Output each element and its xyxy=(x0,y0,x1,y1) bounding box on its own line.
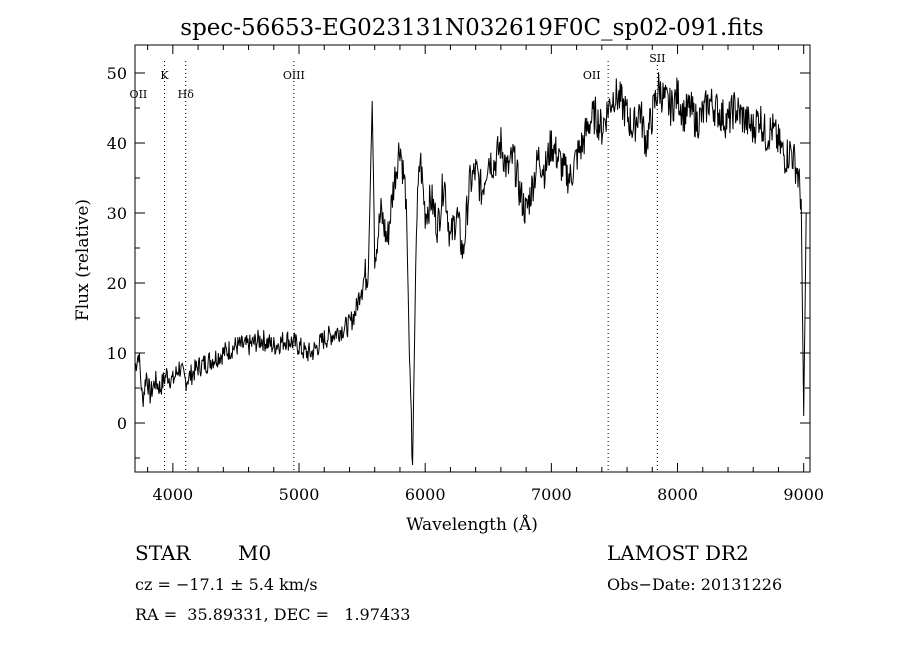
x-tick-label: 4000 xyxy=(152,485,193,504)
redshift-velocity: cz = −17.1 ± 5.4 km/s xyxy=(135,575,318,594)
annotation-label: Hδ xyxy=(178,88,195,101)
survey-label: LAMOST DR2 xyxy=(607,541,749,565)
x-tick-label: 6000 xyxy=(405,485,446,504)
y-tick-label: 0 xyxy=(117,414,127,433)
y-tick-label: 30 xyxy=(107,204,127,223)
observation-date: Obs−Date: 20131226 xyxy=(607,575,783,594)
coordinates: RA = 35.89331, DEC = 1.97433 xyxy=(135,605,411,624)
spectrum-chart: spec-56653-EG023131N032619F0C_sp02-091.f… xyxy=(73,15,824,535)
x-axis-label: Wavelength (Å) xyxy=(406,514,538,535)
x-tick-label: 9000 xyxy=(783,485,824,504)
annotation-label: OIII xyxy=(283,69,305,82)
annotation-label: OII xyxy=(130,88,148,101)
x-tick-label: 8000 xyxy=(657,485,698,504)
class-label: STAR xyxy=(135,541,191,565)
y-tick-label: 50 xyxy=(107,64,127,83)
x-tick-label: 5000 xyxy=(279,485,320,504)
annotation-label: SII xyxy=(649,52,665,65)
chart-title: spec-56653-EG023131N032619F0C_sp02-091.f… xyxy=(180,15,763,41)
spectrum-line xyxy=(134,72,807,466)
annotation-label: OII xyxy=(583,69,601,82)
x-tick-label: 7000 xyxy=(531,485,572,504)
annotation-label: K xyxy=(160,69,169,82)
y-tick-label: 20 xyxy=(107,274,127,293)
y-axis-label: Flux (relative) xyxy=(73,199,93,321)
plot-frame xyxy=(134,44,811,473)
subclass-label: M0 xyxy=(238,541,272,565)
y-tick-label: 10 xyxy=(107,344,127,363)
y-tick-label: 40 xyxy=(107,134,127,153)
plot-area: 4000 5000 6000 7000 8000 900001020304050OIIKH… xyxy=(107,44,824,504)
